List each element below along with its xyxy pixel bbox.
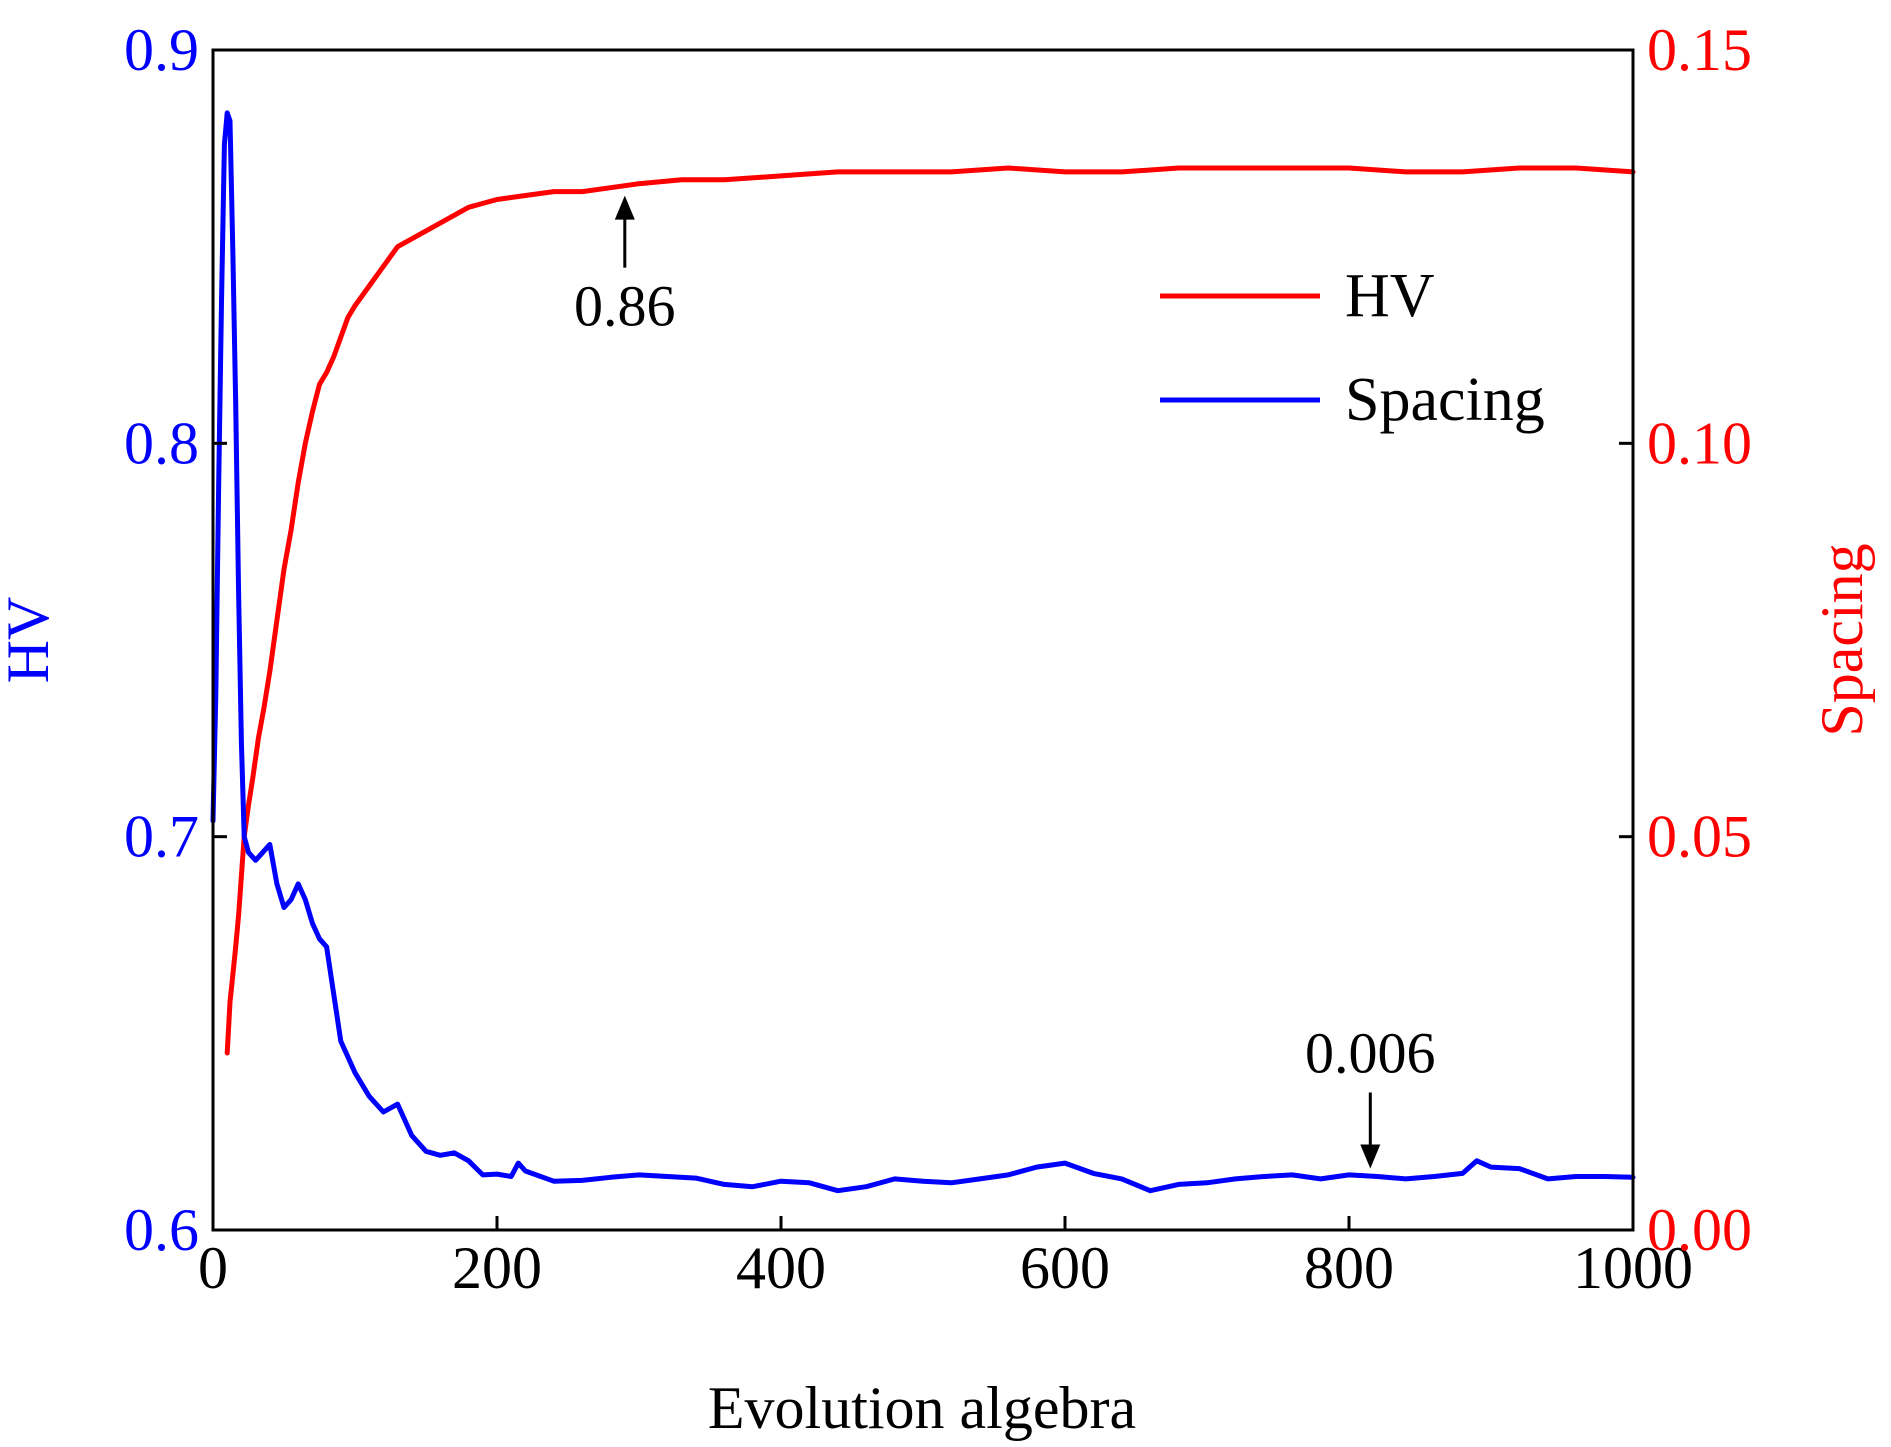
series-layer — [210, 110, 1636, 1194]
right-tick-label: 0.00 — [1647, 1197, 1752, 1263]
left-tick-label: 0.7 — [124, 804, 199, 870]
legend-label-spacing: Spacing — [1345, 366, 1545, 434]
legend: HV Spacing — [1160, 262, 1545, 434]
x-axis-title: Evolution algebra — [708, 1375, 1136, 1441]
right-axis-ticks: 0.00 0.05 0.10 0.15 — [1619, 17, 1752, 1263]
legend-label-hv: HV — [1345, 262, 1435, 330]
right-tick-label: 0.10 — [1647, 410, 1752, 476]
annotation-label-hv: 0.86 — [574, 274, 676, 339]
right-tick-label: 0.15 — [1647, 17, 1752, 83]
left-axis-title: HV — [0, 597, 61, 684]
left-tick-label: 0.8 — [124, 410, 199, 476]
plot-frame — [211, 48, 1635, 1232]
x-tick-label: 400 — [736, 1235, 826, 1301]
right-tick-label: 0.05 — [1647, 804, 1752, 870]
left-tick-label: 0.9 — [124, 17, 199, 83]
left-axis-ticks: 0.6 0.7 0.8 0.9 — [124, 17, 227, 1263]
x-tick-label: 200 — [452, 1235, 542, 1301]
left-tick-label: 0.6 — [124, 1197, 199, 1263]
annotation-arrow-head — [1360, 1144, 1381, 1169]
x-tick-label: 600 — [1020, 1235, 1110, 1301]
series-line-hv — [224, 165, 1636, 1056]
annotations: 0.86 0.006 — [574, 195, 1436, 1169]
annotation-arrow-head — [614, 195, 635, 220]
x-axis-ticks: 0 200 400 600 800 1000 — [198, 1216, 1693, 1301]
right-axis-title: Spacing — [1809, 543, 1875, 736]
x-tick-label: 1000 — [1573, 1235, 1693, 1301]
series-line-spacing — [210, 110, 1636, 1194]
x-tick-label: 800 — [1304, 1235, 1394, 1301]
x-tick-label: 0 — [198, 1235, 228, 1301]
annotation-label-spacing: 0.006 — [1305, 1021, 1436, 1086]
